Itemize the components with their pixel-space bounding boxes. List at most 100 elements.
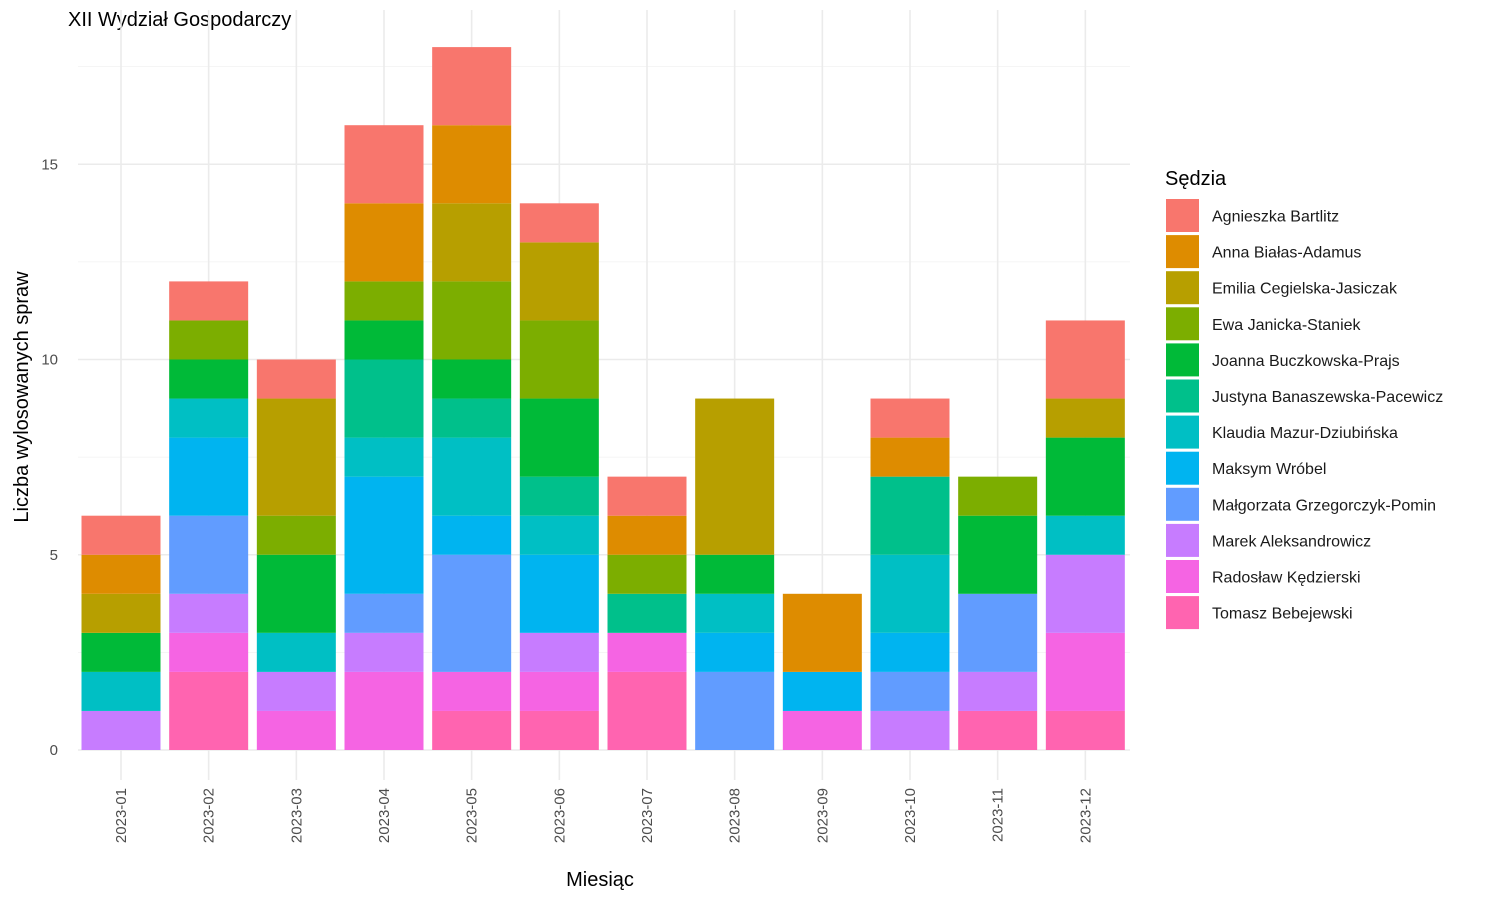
bar-segment xyxy=(344,281,424,321)
bar-segment xyxy=(1045,554,1125,633)
bar-segment xyxy=(607,476,687,516)
legend-label: Joanna Buczkowska-Prajs xyxy=(1212,353,1400,370)
bar-segment xyxy=(607,632,687,672)
bar-segment xyxy=(256,632,336,672)
bar-segment xyxy=(432,398,512,438)
bar-segment xyxy=(169,515,249,594)
bar-segment xyxy=(256,671,336,711)
bar-segment xyxy=(169,593,249,633)
bar-segment xyxy=(607,671,687,750)
legend-label: Tomasz Bebejewski xyxy=(1212,606,1353,623)
bar-segment xyxy=(782,710,862,750)
legend-swatch xyxy=(1166,271,1199,305)
bar-segment xyxy=(1045,437,1125,516)
legend-swatch xyxy=(1166,523,1199,557)
bar-segment xyxy=(344,125,424,204)
bar-segment xyxy=(344,476,424,594)
bar-segment xyxy=(695,632,775,672)
x-tick-label: 2023-01 xyxy=(113,788,130,843)
bar-segment xyxy=(344,632,424,672)
legend-swatch xyxy=(1166,596,1199,630)
bar-segment xyxy=(519,398,599,477)
legend-swatch xyxy=(1166,560,1199,593)
legend-label: Agnieszka Bartlitz xyxy=(1212,209,1339,226)
bar-segment xyxy=(782,671,862,711)
bar-segment xyxy=(958,593,1038,672)
chart-title: XII Wydział Gospodarczy xyxy=(68,9,291,31)
bar-segment xyxy=(432,203,512,282)
bar-segment xyxy=(519,515,599,555)
bar-segment xyxy=(344,437,424,477)
legend-swatch xyxy=(1166,487,1199,521)
bar-segment xyxy=(519,320,599,399)
legend-label: Justyna Banaszewska-Pacewicz xyxy=(1212,389,1443,406)
bar-segment xyxy=(81,554,161,594)
legend-swatch xyxy=(1166,451,1199,485)
legend-swatch xyxy=(1166,235,1199,269)
bar-segment xyxy=(432,47,512,126)
legend-label: Klaudia Mazur-Dziubińska xyxy=(1212,425,1398,442)
bar-segment xyxy=(169,437,249,516)
y-tick-label: 10 xyxy=(41,352,58,369)
bar-segment xyxy=(519,242,599,321)
legend-label: Anna Białas-Adamus xyxy=(1212,245,1361,262)
x-tick-label: 2023-04 xyxy=(376,788,393,843)
bar-segment xyxy=(432,437,512,516)
bar-segment xyxy=(695,398,775,555)
bar-segment xyxy=(169,281,249,321)
bar-segment xyxy=(256,359,336,399)
bar-segment xyxy=(256,398,336,516)
bar-segment xyxy=(958,476,1038,516)
bar-segment xyxy=(519,476,599,516)
legend-title: Sędzia xyxy=(1165,168,1227,190)
x-axis-title: Miesiąc xyxy=(566,869,634,891)
legend-swatch xyxy=(1166,343,1199,377)
legend-swatch xyxy=(1166,415,1199,449)
y-tick-label: 5 xyxy=(50,547,58,564)
bar-segment xyxy=(695,671,775,750)
bar-segment xyxy=(519,710,599,750)
bar-segment xyxy=(432,281,512,360)
bar-segment xyxy=(870,632,950,672)
bar-segment xyxy=(432,515,512,555)
x-tick-label: 2023-03 xyxy=(288,788,305,843)
bar-segment xyxy=(695,593,775,633)
bar-segment xyxy=(256,554,336,633)
bar-segment xyxy=(256,710,336,750)
x-tick-label: 2023-07 xyxy=(639,788,656,843)
bar-segment xyxy=(958,515,1038,594)
bar-segment xyxy=(870,476,950,555)
bar-segment xyxy=(344,203,424,282)
bar-segment xyxy=(432,710,512,750)
bar-segment xyxy=(958,671,1038,711)
bar-segment xyxy=(81,671,161,711)
x-tick-label: 2023-06 xyxy=(551,788,568,843)
x-tick-label: 2023-02 xyxy=(201,788,218,843)
x-tick-label: 2023-12 xyxy=(1077,788,1094,843)
bar-segment xyxy=(1045,320,1125,399)
bar-segment xyxy=(1045,398,1125,438)
bar-segment xyxy=(169,671,249,750)
x-tick-label: 2023-05 xyxy=(464,788,481,843)
bar-segment xyxy=(432,554,512,672)
bar-segment xyxy=(782,593,862,672)
bar-segment xyxy=(432,671,512,711)
bar-segment xyxy=(1045,632,1125,711)
legend-swatch xyxy=(1166,199,1199,232)
bar-segment xyxy=(344,593,424,633)
x-axis-ticks: 2023-01 2023-02 2023-03 2023-04 2023-05 2023-… xyxy=(113,788,1094,843)
y-tick-label: 15 xyxy=(41,156,58,173)
x-tick-label: 2023-11 xyxy=(990,788,1007,842)
bar-segment xyxy=(169,398,249,438)
legend-label: Małgorzata Grzegorczyk-Pomin xyxy=(1212,497,1436,514)
legend-swatch xyxy=(1166,307,1199,341)
x-tick-label: 2023-09 xyxy=(814,788,831,843)
bar-segment xyxy=(432,359,512,399)
bar-segment xyxy=(1045,710,1125,750)
bar-segment xyxy=(81,710,161,750)
bar-segment xyxy=(432,125,512,204)
bar-segment xyxy=(81,593,161,633)
bar-segment xyxy=(870,398,950,438)
bar-segment xyxy=(607,554,687,594)
bar-segment xyxy=(81,515,161,555)
